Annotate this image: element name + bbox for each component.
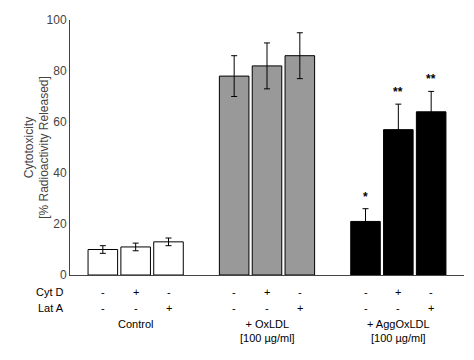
svg-text:-: - [298, 286, 302, 298]
svg-text:Lat A: Lat A [38, 302, 64, 314]
svg-text:80: 80 [53, 64, 67, 78]
svg-text:*: * [363, 190, 368, 204]
svg-text:-: - [232, 286, 236, 298]
svg-text:+ AggOxLDL[100 µg/ml]: + AggOxLDL[100 µg/ml] [367, 318, 430, 344]
svg-text:-: - [232, 302, 236, 314]
svg-text:+: + [428, 302, 434, 314]
svg-text:+: + [395, 286, 401, 298]
svg-text:Cytotoxicity[% Radioactivity R: Cytotoxicity[% Radioactivity Released] [22, 76, 52, 219]
svg-text:-: - [265, 302, 269, 314]
svg-text:**: ** [393, 85, 403, 99]
svg-text:-: - [429, 286, 433, 298]
svg-text:Cyt D: Cyt D [36, 286, 64, 298]
svg-text:+: + [166, 302, 172, 314]
svg-text:Control: Control [118, 318, 153, 330]
svg-text:-: - [101, 302, 105, 314]
svg-text:40: 40 [53, 166, 67, 180]
svg-text:-: - [364, 302, 368, 314]
svg-text:**: ** [426, 72, 436, 86]
svg-text:100: 100 [47, 13, 67, 27]
svg-text:60: 60 [53, 115, 67, 129]
svg-text:+: + [264, 286, 270, 298]
svg-text:-: - [101, 286, 105, 298]
svg-text:+: + [133, 286, 139, 298]
svg-text:-: - [364, 286, 368, 298]
svg-text:-: - [134, 302, 138, 314]
svg-text:+: + [297, 302, 303, 314]
svg-text:-: - [396, 302, 400, 314]
svg-text:20: 20 [53, 217, 67, 231]
svg-text:+ OxLDL[100 µg/ml]: + OxLDL[100 µg/ml] [240, 318, 295, 344]
svg-text:0: 0 [60, 268, 67, 282]
svg-text:-: - [167, 286, 171, 298]
